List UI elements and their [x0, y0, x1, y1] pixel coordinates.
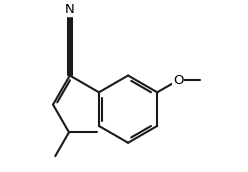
Text: N: N	[65, 3, 75, 16]
Text: O: O	[173, 74, 184, 87]
